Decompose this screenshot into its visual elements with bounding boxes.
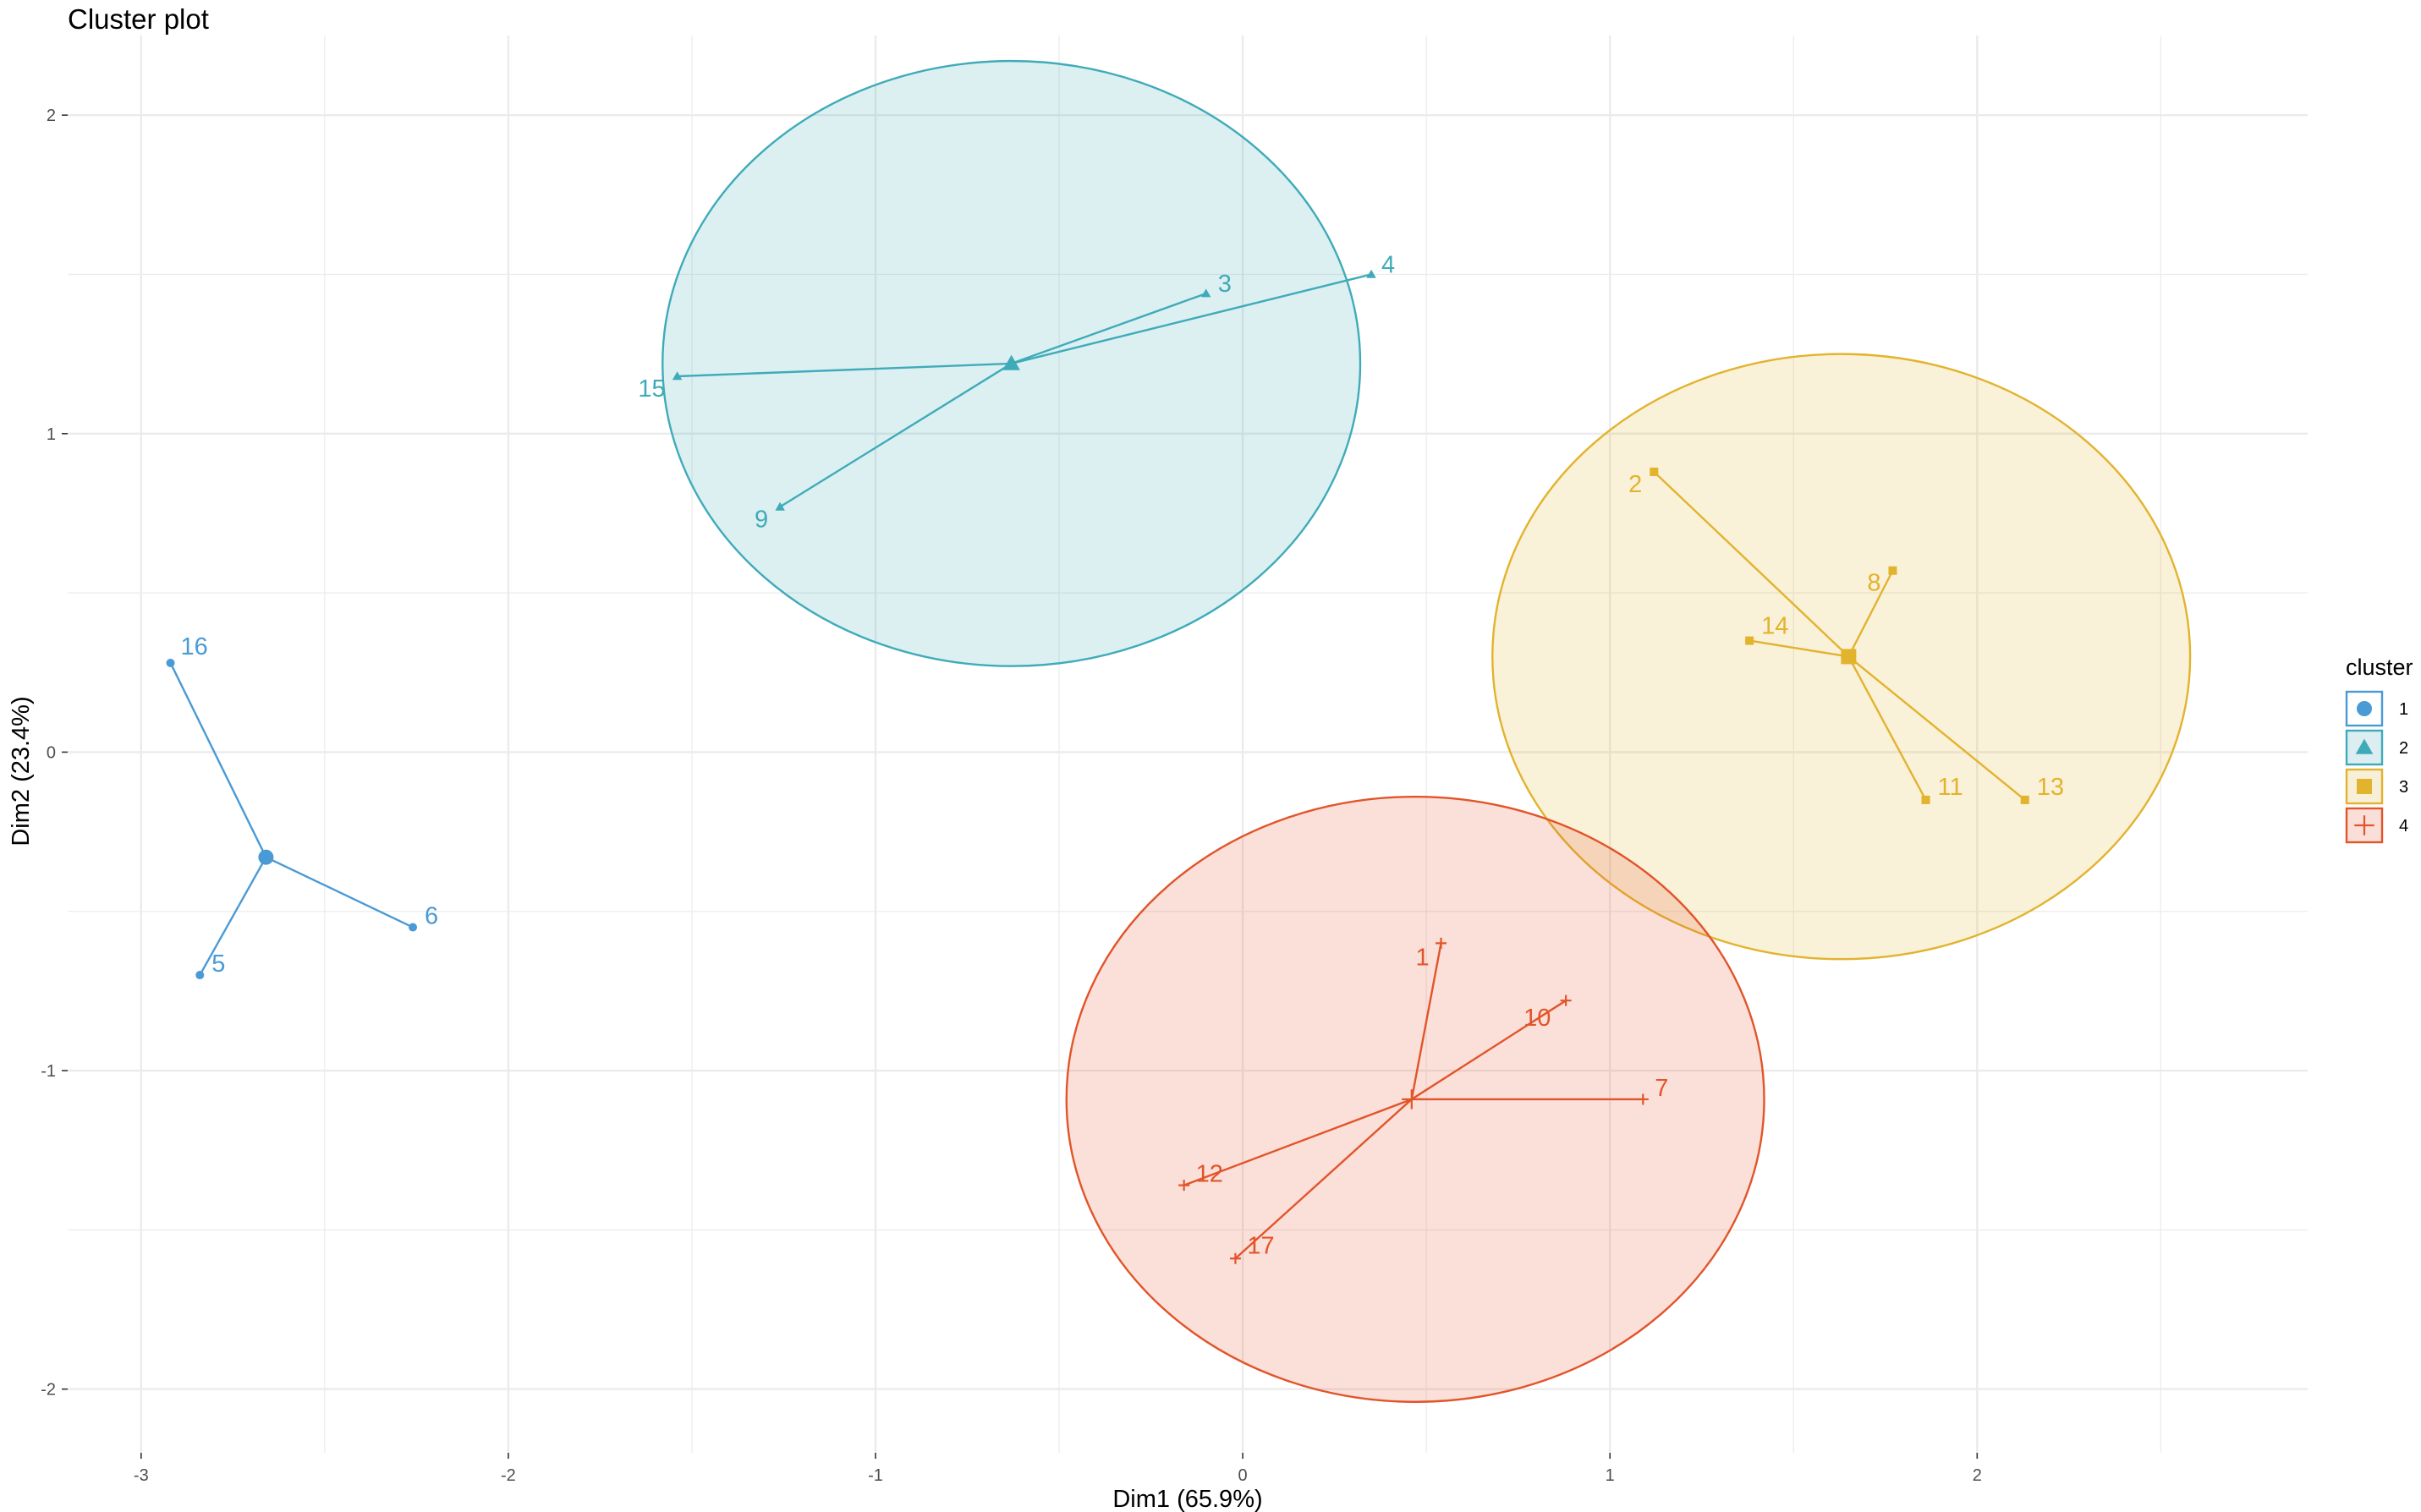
cluster-2-point (775, 501, 785, 511)
point-label: 14 (1761, 613, 1788, 640)
legend: cluster 1 2 3 4 (2345, 655, 2413, 844)
x-tick-label: -2 (501, 1466, 516, 1485)
cluster-4-point (1178, 1180, 1190, 1192)
y-tick-label: 0 (47, 743, 56, 762)
point-label: 3 (1218, 271, 1232, 298)
point-label: 16 (181, 633, 208, 660)
legend-symbol-2 (2355, 738, 2374, 754)
cluster-1-segment (199, 857, 267, 976)
cluster-3-point (1650, 467, 1659, 476)
cluster-4-segment (1411, 1000, 1567, 1100)
cluster-4-center (1402, 1089, 1422, 1109)
cluster-1-center (258, 849, 274, 865)
y-tick-label: -1 (41, 1062, 56, 1081)
cluster-1-point (409, 923, 418, 932)
cluster-2-segment (677, 362, 1012, 378)
cluster-2-point (1366, 269, 1376, 278)
cluster-2-segment (779, 362, 1013, 508)
cluster-3-segment (1847, 655, 1927, 801)
x-axis-title: Dim1 (65.9%) (1112, 1486, 1262, 1512)
x-tick-label: 1 (1606, 1466, 1615, 1485)
cluster-2-segment (1011, 273, 1372, 365)
y-tick-label: 2 (47, 107, 56, 125)
cluster-3-point (1921, 795, 1930, 804)
cluster-4-point (1436, 937, 1447, 949)
legend-label-1: 1 (2399, 700, 2408, 719)
x-tick-label: 0 (1238, 1466, 1248, 1485)
cluster-4-segment (1234, 1098, 1413, 1260)
point-label: 8 (1867, 570, 1880, 597)
legend-label-2: 2 (2399, 739, 2408, 758)
cluster-1-segment (169, 662, 267, 858)
point-label: 6 (425, 903, 438, 930)
x-tick-label: -1 (868, 1466, 883, 1485)
point-label: 17 (1247, 1232, 1274, 1259)
point-label: 1 (1416, 944, 1430, 971)
cluster-2-segment (1011, 292, 1207, 365)
point-label: 2 (1628, 471, 1642, 498)
legend-key-1 (2345, 690, 2384, 727)
cluster-3-segment (1653, 471, 1850, 658)
cluster-3-center (1841, 649, 1857, 665)
cluster-4-point (1560, 994, 1572, 1006)
point-label: 13 (2037, 774, 2064, 801)
x-tick-label: 2 (1973, 1466, 1982, 1485)
cluster-1-segment (265, 856, 414, 929)
point-label: 4 (1381, 251, 1395, 278)
cluster-points (166, 269, 2029, 1264)
cluster-4-point (1637, 1093, 1649, 1105)
legend-title: cluster (2346, 655, 2413, 680)
cluster-segments (169, 273, 2026, 1260)
cluster-2-point (1200, 288, 1211, 298)
cluster-3-point (1745, 636, 1754, 645)
x-tick-label: -3 (134, 1466, 149, 1485)
legend-label-4: 4 (2399, 817, 2408, 835)
point-label: 7 (1655, 1075, 1668, 1102)
legend-label-3: 3 (2399, 778, 2408, 797)
point-label: 9 (755, 506, 768, 533)
cluster-2-center (1002, 354, 1020, 370)
cluster-3-point (2020, 795, 2029, 804)
cluster-2-point (672, 371, 683, 381)
cluster-3-segment (1847, 655, 2026, 801)
legend-key-3 (2345, 768, 2384, 805)
point-label: 12 (1196, 1161, 1223, 1188)
chart-title: Cluster plot (68, 3, 209, 35)
cluster-4-point (1229, 1252, 1241, 1264)
cluster-1-point (195, 971, 205, 980)
legend-symbol-1 (2357, 701, 2372, 716)
y-tick-label: 1 (47, 425, 56, 444)
cluster-4-segment (1410, 943, 1442, 1100)
point-label: 5 (211, 950, 225, 978)
legend-symbol-3 (2357, 779, 2372, 794)
grid (68, 36, 2308, 1453)
point-label: 10 (1523, 1005, 1551, 1032)
cluster-3-segment (1748, 639, 1849, 658)
point-label: 15 (638, 375, 665, 403)
cluster-3-point (1888, 566, 1897, 575)
cluster-1-point (166, 658, 175, 667)
legend-symbol-4 (2354, 815, 2374, 835)
point-label: 11 (1938, 774, 1963, 801)
y-tick-label: -2 (41, 1381, 56, 1400)
cluster-4-segment (1183, 1098, 1413, 1186)
cluster-3-segment (1847, 570, 1894, 657)
y-axis-title: Dim2 (23.4%) (8, 696, 35, 846)
point-labels: 16 5 6 3 4 15 9 2 8 14 11 13 1 10 7 12 17 (181, 251, 2064, 1259)
